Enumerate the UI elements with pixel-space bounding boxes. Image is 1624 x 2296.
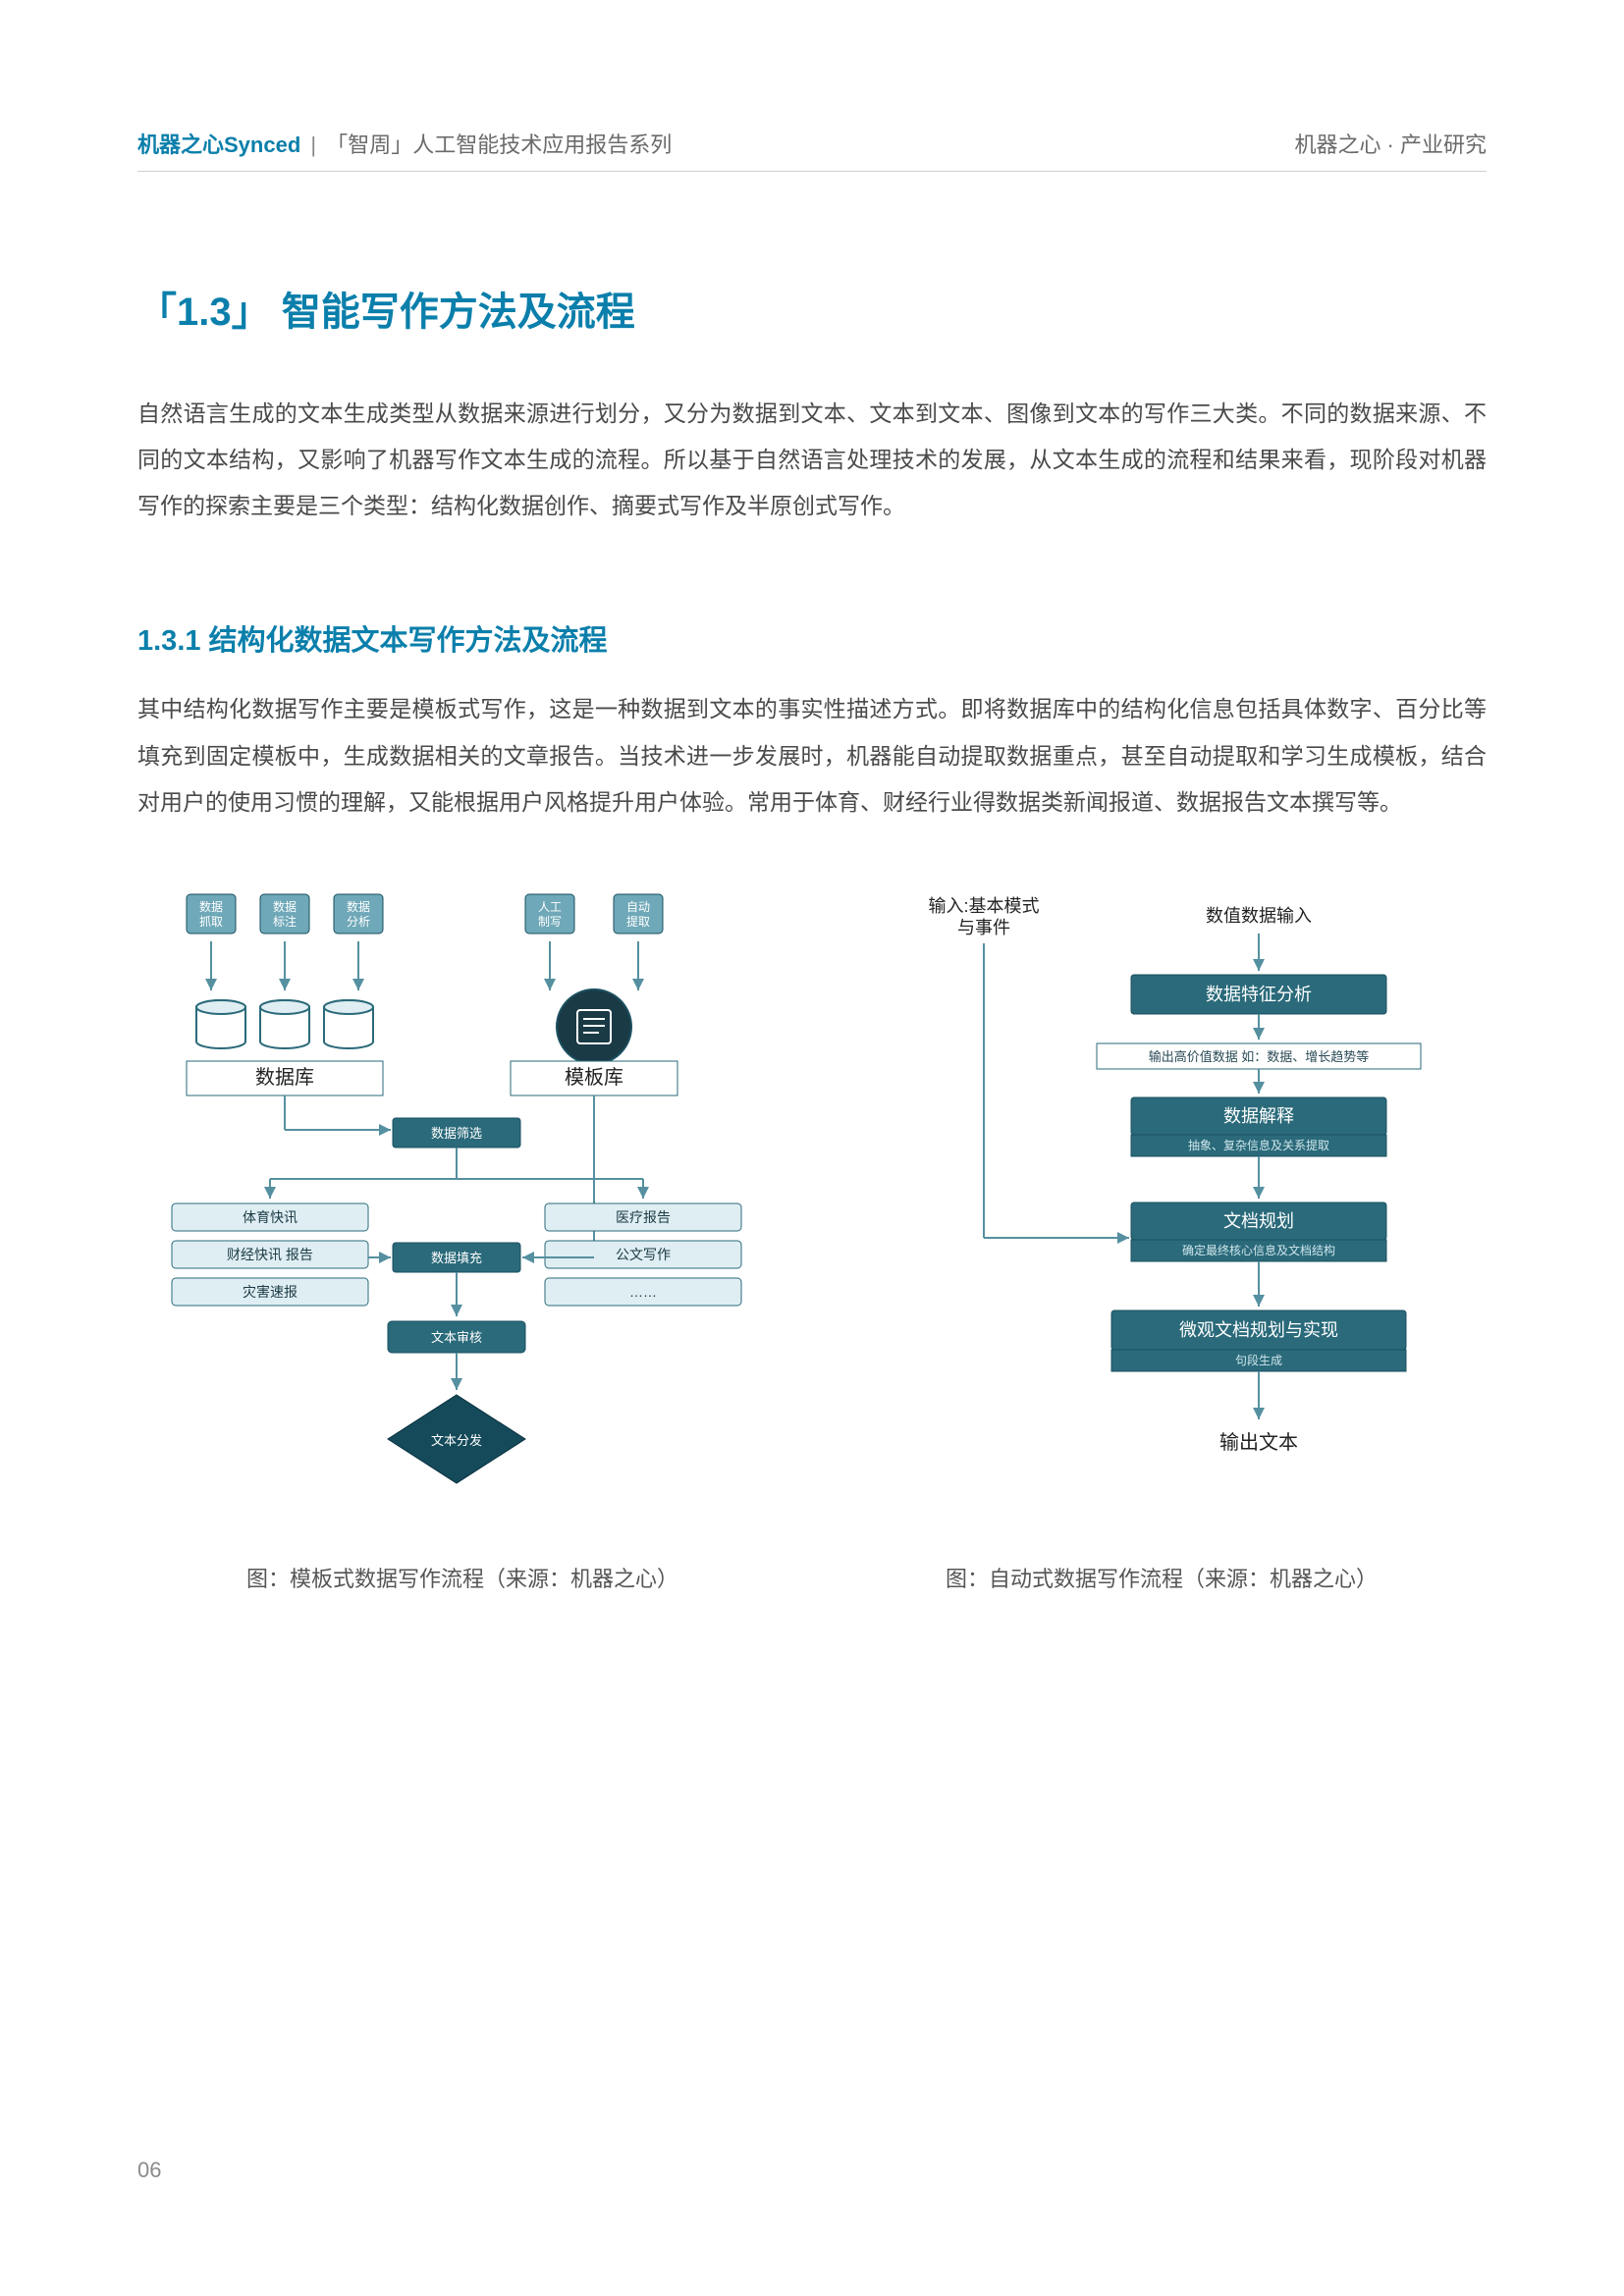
leaf-label: 灾害速报: [243, 1284, 298, 1300]
input-left-2: 与事件: [957, 918, 1010, 937]
step4: 微观文档规划与实现: [1179, 1320, 1338, 1340]
step3: 文档规划: [1223, 1211, 1294, 1231]
section-paragraph: 自然语言生成的文本生成类型从数据来源进行划分，又分为数据到文本、文本到文本、图像…: [137, 391, 1487, 529]
header-brand: 机器之心Synced: [137, 133, 300, 157]
diagram-left: 数据抓取数据标注数据分析人工制写自动提取: [137, 884, 787, 1513]
page-header: 机器之心Synced | 「智周」人工智能技术应用报告系列 机器之心 · 产业研…: [137, 128, 1487, 172]
leaf-label: ……: [629, 1284, 657, 1300]
step3-sub: 确定最终核心信息及文档结构: [1182, 1243, 1335, 1257]
leaf-label: 医疗报告: [616, 1209, 671, 1225]
step2: 数据解释: [1223, 1106, 1294, 1126]
caption-left: 图：模板式数据写作流程（来源：机器之心）: [137, 1562, 787, 1593]
output-label: 输出文本: [1219, 1431, 1298, 1454]
flowchart-right: 输入:基本模式 与事件 数值数据输入 数据特征分析 输出高价值数据 如：数据、增…: [837, 884, 1485, 1513]
tpl-label: 模板库: [565, 1066, 623, 1089]
input-right: 数值数据输入: [1206, 906, 1312, 926]
caption-right: 图：自动式数据写作流程（来源：机器之心）: [837, 1562, 1487, 1593]
page-number: 06: [137, 2158, 161, 2183]
step1: 数据特征分析: [1206, 985, 1312, 1004]
leaf-label: 体育快讯: [243, 1209, 298, 1225]
top-node-label: 抓取: [199, 915, 223, 929]
top-node-label: 提取: [626, 914, 650, 929]
node-review: 文本审核: [431, 1330, 482, 1345]
node-data-fill: 数据填充: [431, 1251, 482, 1265]
leaf-label: 财经快讯 报告: [227, 1247, 313, 1262]
subsection-title: 1.3.1 结构化数据文本写作方法及流程: [137, 617, 1487, 659]
top-node-label: 分析: [347, 915, 370, 929]
step4-sub: 句段生成: [1235, 1353, 1282, 1367]
subsection-paragraph: 其中结构化数据写作主要是模板式写作，这是一种数据到文本的事实性描述方式。即将数据…: [137, 686, 1487, 825]
section-title: 「1.3」 智能写作方法及流程: [137, 280, 1487, 337]
diagram-right: 输入:基本模式 与事件 数值数据输入 数据特征分析 输出高价值数据 如：数据、增…: [837, 884, 1487, 1513]
top-node-label: 数据: [347, 899, 370, 914]
top-node-label: 自动: [626, 900, 650, 914]
flowchart-left: 数据抓取数据标注数据分析人工制写自动提取: [137, 884, 785, 1513]
step1-sub: 输出高价值数据 如：数据、增长趋势等: [1149, 1049, 1370, 1064]
node-data-filter: 数据筛选: [431, 1126, 482, 1141]
db-label: 数据库: [255, 1066, 314, 1089]
header-separator: |: [310, 133, 316, 157]
top-node-label: 制写: [538, 915, 562, 929]
top-node-label: 数据: [199, 899, 223, 914]
top-node-label: 数据: [273, 899, 297, 914]
input-left-1: 输入:基本模式: [928, 896, 1039, 916]
leaf-label: 公文写作: [616, 1247, 671, 1262]
header-right: 机器之心 · 产业研究: [1294, 128, 1487, 159]
top-node-label: 人工: [538, 900, 562, 914]
header-left: 机器之心Synced | 「智周」人工智能技术应用报告系列: [137, 128, 672, 159]
header-series: 「智周」人工智能技术应用报告系列: [326, 133, 672, 157]
step2-sub: 抽象、复杂信息及关系提取: [1188, 1138, 1329, 1152]
top-node-label: 标注: [273, 914, 297, 929]
node-publish: 文本分发: [431, 1433, 482, 1448]
